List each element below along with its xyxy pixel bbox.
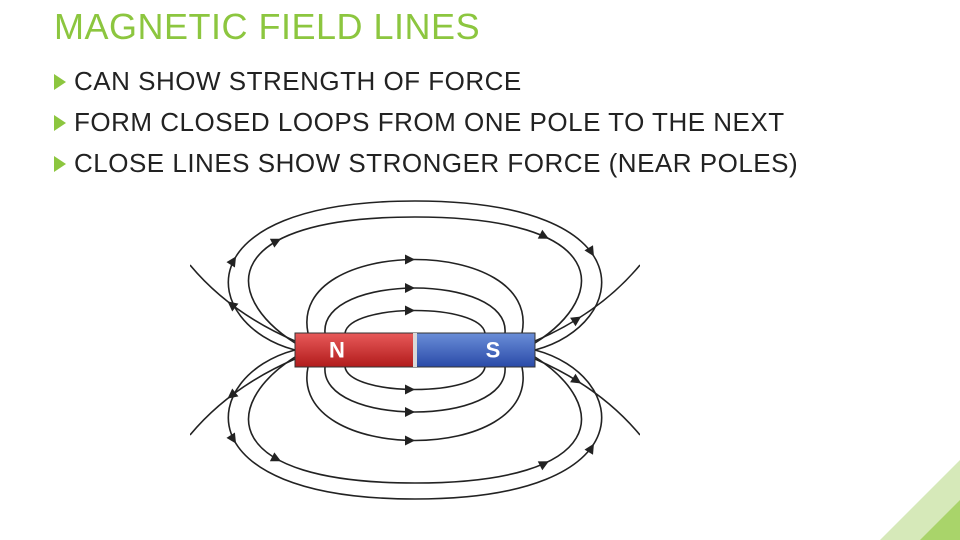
magnetic-field-diagram: NS [190, 195, 640, 505]
bullet-arrow-icon [54, 74, 66, 90]
svg-text:N: N [329, 338, 345, 363]
corner-accent-icon [720, 340, 960, 540]
bullet-list: CAN SHOW STRENGTH OF FORCE FORM CLOSED L… [54, 66, 798, 189]
bullet-arrow-icon [54, 115, 66, 131]
bullet-text: CLOSE LINES SHOW STRONGER FORCE (NEAR PO… [74, 148, 798, 179]
svg-text:S: S [486, 338, 501, 363]
slide-title: MAGNETIC FIELD LINES [54, 6, 480, 48]
list-item: CAN SHOW STRENGTH OF FORCE [54, 66, 798, 97]
bullet-arrow-icon [54, 156, 66, 172]
bullet-text: CAN SHOW STRENGTH OF FORCE [74, 66, 522, 97]
list-item: FORM CLOSED LOOPS FROM ONE POLE TO THE N… [54, 107, 798, 138]
bullet-text: FORM CLOSED LOOPS FROM ONE POLE TO THE N… [74, 107, 785, 138]
list-item: CLOSE LINES SHOW STRONGER FORCE (NEAR PO… [54, 148, 798, 179]
